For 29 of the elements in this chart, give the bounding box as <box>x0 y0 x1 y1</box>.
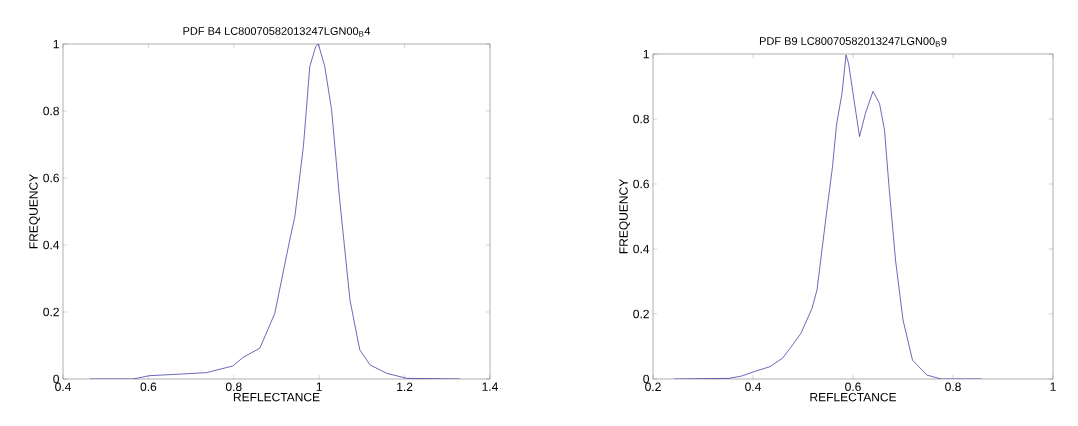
y-tick-label: 0.8 <box>43 106 59 116</box>
y-axis-title: FREQUENCY <box>619 179 630 254</box>
y-tick-label: 0.2 <box>633 309 649 319</box>
x-tick-label: 0.8 <box>945 382 961 392</box>
x-tick-label: 0.8 <box>225 382 242 392</box>
x-tick-label: 0.6 <box>140 382 157 392</box>
y-tick-label: 0.4 <box>633 244 650 254</box>
y-tick-label: 0.6 <box>43 173 59 183</box>
y-tick-label: 0.2 <box>43 307 59 317</box>
y-tick-label: 1 <box>643 49 649 59</box>
x-axis-title: REFLECTANCE <box>810 392 897 402</box>
y-tick-label: 1 <box>53 39 59 49</box>
x-tick-label: 1.2 <box>397 382 413 391</box>
y-tick-label: 0.4 <box>43 240 60 250</box>
line-series <box>89 44 461 379</box>
y-tick-label: 0.8 <box>633 114 649 124</box>
y-tick-label: 0 <box>643 374 650 384</box>
x-tick-label: 1 <box>1050 382 1056 391</box>
y-tick-label: 0 <box>53 374 60 384</box>
x-tick-label: 0.4 <box>745 382 761 392</box>
y-axis-title: FREQUENCY <box>29 174 40 249</box>
line-series <box>673 54 982 379</box>
x-tick-label: 1 <box>316 382 322 391</box>
y-tick-label: 0.6 <box>633 179 649 189</box>
chart-title: PDF B9 LC80070582013247LGN00$_{B}$9 <box>759 37 947 47</box>
chart-title: PDF B4 LC80070582013247LGN00$_{B}$4 <box>183 27 371 37</box>
x-axis-title: REFLECTANCE <box>233 392 320 402</box>
x-tick-label: 1.4 <box>482 382 498 391</box>
x-tick-label: 0.6 <box>845 382 861 392</box>
